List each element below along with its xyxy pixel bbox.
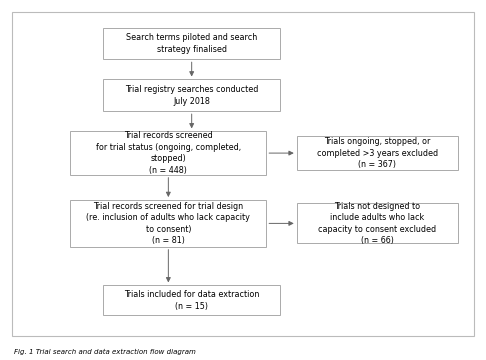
FancyBboxPatch shape: [103, 80, 280, 111]
FancyBboxPatch shape: [103, 28, 280, 59]
Text: Trial records screened
for trial status (ongoing, completed,
stopped)
(n = 448): Trial records screened for trial status …: [96, 131, 241, 175]
FancyBboxPatch shape: [70, 131, 266, 175]
Text: Trials included for data extraction
(n = 15): Trials included for data extraction (n =…: [124, 290, 260, 311]
Text: Trial registry searches conducted
July 2018: Trial registry searches conducted July 2…: [125, 85, 259, 105]
Text: Search terms piloted and search
strategy finalised: Search terms piloted and search strategy…: [126, 33, 257, 54]
FancyBboxPatch shape: [70, 200, 266, 247]
FancyBboxPatch shape: [296, 136, 458, 170]
FancyBboxPatch shape: [296, 203, 458, 243]
Text: Trials not designed to
include adults who lack
capacity to consent excluded
(n =: Trials not designed to include adults wh…: [318, 202, 436, 245]
Text: Trial records screened for trial design
(re. inclusion of adults who lack capaci: Trial records screened for trial design …: [87, 202, 250, 245]
Text: Trials ongoing, stopped, or
completed >3 years excluded
(n = 367): Trials ongoing, stopped, or completed >3…: [316, 137, 438, 169]
FancyBboxPatch shape: [103, 285, 280, 315]
Text: Fig. 1 Trial search and data extraction flow diagram: Fig. 1 Trial search and data extraction …: [15, 349, 196, 355]
